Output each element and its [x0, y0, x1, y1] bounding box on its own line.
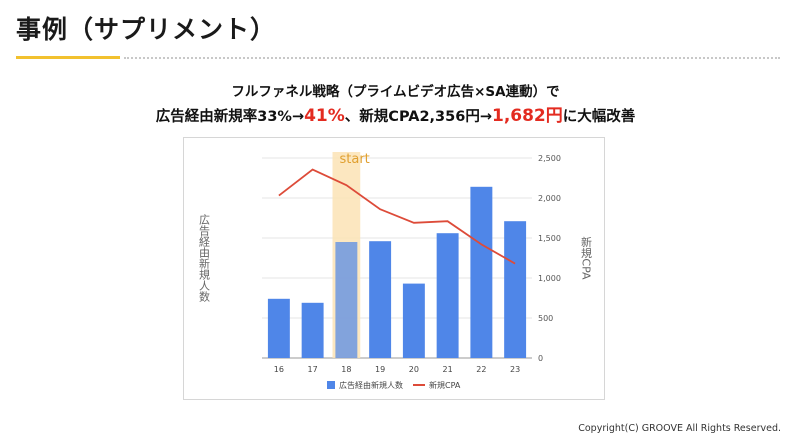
y2-tick-label: 0 — [538, 354, 543, 363]
headline-suffix: に大幅改善 — [562, 109, 636, 125]
bar — [301, 302, 324, 358]
y-axis-label: 広告経由新規人数 — [198, 214, 211, 303]
headline-middle: 、新規CPA2,356円→ — [344, 109, 492, 125]
headline-line-1: フルファネル戦略（プライムビデオ広告×SA連動）で — [231, 84, 560, 100]
combo-chart: start 0 500 1,000 1,500 2,000 2,500 16 17 18 19 20 2… — [198, 152, 593, 390]
x-tick-label: 21 — [443, 365, 453, 374]
legend-label-line: 新規CPA — [429, 380, 461, 390]
y2-tick-label: 2,500 — [538, 154, 561, 163]
cpa-line — [278, 168, 516, 265]
x-tick-label: 18 — [341, 365, 351, 374]
bar — [335, 242, 358, 358]
x-tick-label: 22 — [476, 365, 486, 374]
highlight-label: start — [340, 152, 370, 167]
headline-prefix: 広告経由新規率33%→ — [155, 109, 305, 125]
x-tick-label: 23 — [510, 365, 520, 374]
legend-label-bar: 広告経由新規人数 — [339, 380, 403, 390]
headline-line-2: 広告経由新規率33%→41%、新規CPA2,356円→1,682円に大幅改善 — [0, 101, 791, 126]
headline-value-cpa: 1,682円 — [491, 106, 563, 126]
bar — [470, 186, 493, 358]
page-title: 事例（サプリメント） — [16, 15, 277, 44]
bar — [436, 233, 459, 358]
y2-tick-label: 2,000 — [538, 194, 561, 203]
bar — [504, 221, 527, 358]
y2-tick-label: 1,500 — [538, 234, 561, 243]
title-dotted-divider — [124, 57, 780, 59]
y2-tick-label: 500 — [538, 314, 553, 323]
headline-value-rate: 41% — [304, 106, 345, 126]
bar — [402, 283, 425, 358]
chart-container: start 0 500 1,000 1,500 2,000 2,500 16 17 18 19 20 2… — [183, 137, 605, 400]
title-underline — [16, 56, 120, 59]
x-tick-label: 19 — [375, 365, 385, 374]
legend-swatch-bar — [327, 381, 335, 389]
bar — [369, 241, 392, 358]
copyright-notice: Copyright(C) GROOVE All Rights Reserved. — [578, 423, 781, 434]
y2-tick-label: 1,000 — [538, 274, 561, 283]
x-tick-label: 16 — [274, 365, 284, 374]
x-tick-label: 17 — [308, 365, 318, 374]
bar — [267, 298, 290, 358]
y2-axis-label: 新規CPA — [580, 235, 593, 280]
x-tick-label: 20 — [409, 365, 419, 374]
